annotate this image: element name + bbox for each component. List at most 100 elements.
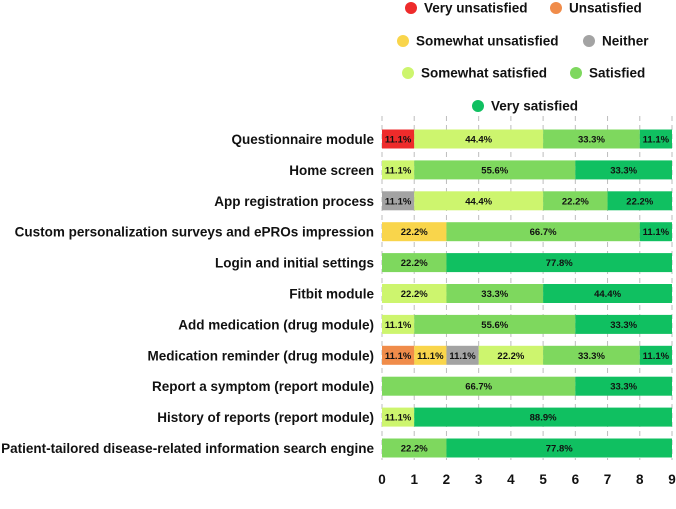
- data-label: 11.1%: [385, 351, 412, 362]
- x-tick-label: 5: [539, 472, 547, 487]
- data-label: 77.8%: [546, 444, 573, 455]
- data-label: 11.1%: [417, 351, 444, 362]
- x-tick-label: 0: [378, 472, 386, 487]
- legend-label: Somewhat unsatisfied: [416, 34, 559, 49]
- data-label: 11.1%: [643, 135, 670, 146]
- data-label: 33.3%: [481, 289, 508, 300]
- data-label: 22.2%: [401, 258, 428, 269]
- bar-segment-very-satisfied: [446, 253, 672, 273]
- category-label: History of reports (report module): [157, 410, 374, 425]
- data-label: 33.3%: [610, 165, 637, 176]
- legend-item-somewhat-unsatisfied: Somewhat unsatisfied: [397, 34, 559, 49]
- legend-marker-very-satisfied: [472, 100, 484, 112]
- bar-segment-very-satisfied: [639, 345, 672, 365]
- legend-item-satisfied: Satisfied: [570, 66, 645, 81]
- bar-segment-very-satisfied: [639, 129, 672, 149]
- x-tick-label: 1: [410, 472, 418, 487]
- x-tick-label: 7: [604, 472, 612, 487]
- bar-row-history-of-reports-report-module: 11.1% 88.9%: [382, 407, 672, 427]
- data-label: 11.1%: [385, 196, 412, 207]
- data-label: 44.4%: [594, 289, 621, 300]
- legend: Very unsatisfied Unsatisfied Somewhat unsa…: [397, 1, 649, 114]
- bar-row-login-and-initial-settings: 22.2% 77.8%: [382, 253, 672, 273]
- bar-segment-very-satisfied: [414, 407, 672, 427]
- data-label: 44.4%: [465, 135, 492, 146]
- category-labels: Questionnaire module Home screen App regis…: [1, 132, 374, 456]
- category-label: Add medication (drug module): [178, 317, 374, 332]
- data-label: 33.3%: [578, 351, 605, 362]
- bar-row-home-screen: 11.1% 55.6% 33.3%: [382, 160, 672, 180]
- bar-row-fitbit-module: 22.2% 33.3% 44.4%: [382, 284, 672, 303]
- bar-segment-very-satisfied: [446, 438, 672, 458]
- data-label: 66.7%: [465, 382, 492, 393]
- data-label: 44.4%: [465, 196, 492, 207]
- x-tick-label: 2: [443, 472, 451, 487]
- bar-segment-satisfied: [543, 345, 640, 365]
- data-label: 88.9%: [530, 413, 557, 424]
- bar-row-medication-reminder-drug-module: 11.1% 11.1% 11.1% 22.2% 33.3% 11.1%: [382, 345, 672, 365]
- data-label: 11.1%: [385, 320, 412, 331]
- bar-segment-satisfied: [414, 314, 576, 334]
- data-label: 55.6%: [481, 320, 508, 331]
- category-label: Patient-tailored disease-related informa…: [1, 441, 374, 456]
- x-axis: 0 1 2 3 4 5 6 7 8 9: [378, 472, 676, 487]
- bar-segment-very-satisfied: [543, 284, 672, 303]
- legend-marker-very-unsatisfied: [405, 2, 417, 14]
- bar-segment-somewhat-unsatisfied: [414, 345, 447, 365]
- data-label: 11.1%: [385, 413, 412, 424]
- category-label: Login and initial settings: [215, 256, 374, 271]
- bar-segment-satisfied: [543, 191, 608, 211]
- bar-segment-somewhat-unsatisfied: [382, 222, 447, 242]
- legend-item-somewhat-satisfied: Somewhat satisfied: [402, 66, 547, 81]
- bar-segment-very-satisfied: [575, 376, 672, 396]
- bar-row-questionnaire-module: 11.1% 44.4% 33.3% 11.1%: [382, 129, 672, 149]
- data-label: 77.8%: [546, 258, 573, 269]
- legend-label: Neither: [602, 34, 649, 49]
- bar-segment-satisfied: [446, 284, 544, 303]
- bar-segment-somewhat-satisfied: [382, 314, 415, 334]
- legend-label: Satisfied: [589, 66, 645, 81]
- bar-segment-satisfied: [543, 129, 640, 149]
- x-tick-label: 8: [636, 472, 644, 487]
- data-label: 11.1%: [643, 227, 670, 238]
- bar-segment-very-satisfied: [575, 314, 672, 334]
- legend-label: Somewhat satisfied: [421, 66, 547, 81]
- bar-segment-satisfied: [414, 160, 576, 180]
- bar-row-patient-tailored-disease-related-information-search-engine: 22.2% 77.8%: [382, 438, 672, 458]
- x-tick-label: 4: [507, 472, 515, 487]
- category-label: Questionnaire module: [231, 132, 374, 147]
- category-label: Medication reminder (drug module): [147, 348, 374, 363]
- bar-segment-very-satisfied: [639, 222, 672, 242]
- category-label: Fitbit module: [289, 287, 374, 302]
- bar-segment-somewhat-satisfied: [478, 345, 544, 365]
- legend-label: Unsatisfied: [569, 1, 642, 16]
- x-tick-label: 6: [572, 472, 580, 487]
- x-tick-label: 3: [475, 472, 483, 487]
- data-label: 22.2%: [401, 227, 428, 238]
- bar-segment-very-unsatisfied: [382, 129, 415, 149]
- bar-segment-satisfied: [382, 438, 447, 458]
- bar-segment-satisfied: [446, 222, 640, 242]
- data-label: 22.2%: [401, 289, 428, 300]
- data-label: 33.3%: [610, 382, 637, 393]
- data-label: 22.2%: [497, 351, 524, 362]
- bar-row-app-registration-process: 11.1% 44.4% 22.2% 22.2%: [382, 191, 672, 211]
- category-label: App registration process: [214, 194, 374, 209]
- data-label: 22.2%: [562, 196, 589, 207]
- data-label: 55.6%: [481, 165, 508, 176]
- legend-label: Very satisfied: [491, 99, 578, 114]
- bar-segment-very-satisfied: [575, 160, 672, 180]
- legend-marker-somewhat-satisfied: [402, 67, 414, 79]
- bar-row-report-a-symptom-report-module: 66.7% 33.3%: [382, 376, 672, 396]
- bar-row-add-medication-drug-module: 11.1% 55.6% 33.3%: [382, 314, 672, 334]
- legend-item-very-satisfied: Very satisfied: [472, 99, 578, 114]
- bar-segment-very-satisfied: [607, 191, 672, 211]
- bar-segment-satisfied: [382, 376, 576, 396]
- bars: 11.1% 44.4% 33.3% 11.1% 11.1% 55.6% 33.3% 11.1%…: [382, 129, 672, 458]
- legend-marker-somewhat-unsatisfied: [397, 35, 409, 47]
- bar-segment-unsatisfied: [382, 345, 415, 365]
- bar-segment-neither: [382, 191, 415, 211]
- legend-item-very-unsatisfied: Very unsatisfied: [405, 1, 528, 16]
- legend-label: Very unsatisfied: [424, 1, 528, 16]
